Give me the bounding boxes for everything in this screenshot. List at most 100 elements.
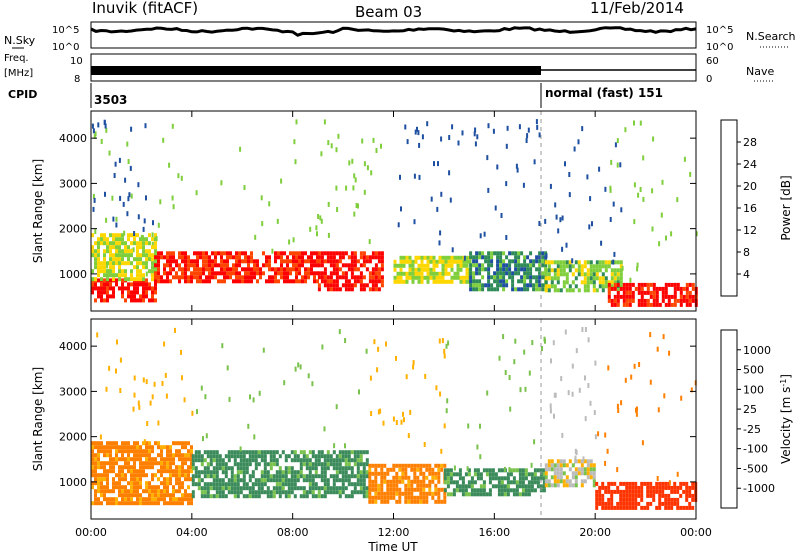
velocity-colorbar-frame [720,329,738,509]
heat-cell [209,450,213,455]
heat-cell [505,143,508,149]
heat-cell [557,228,560,234]
heat-cell [450,255,454,260]
heat-cell [404,463,408,468]
heat-cell [130,489,133,494]
heat-cell [628,497,632,502]
heat-cell [94,298,97,303]
heat-cell [277,251,280,256]
heat-cell [138,404,141,410]
heat-cell [652,493,656,498]
heat-cell [121,453,124,458]
heat-cell [440,191,443,197]
heat-cell [121,237,124,242]
heat-cell [541,283,545,288]
heat-cell [539,468,543,473]
heat-cell [416,499,420,504]
heat-cell [542,488,546,493]
heat-cell [338,458,342,463]
heat-cell [136,277,139,282]
heat-cell [446,468,450,473]
heat-cell [610,280,614,285]
heat-cell [538,263,542,268]
heat-cell [420,275,424,280]
heat-cell [503,484,507,489]
heat-cell [571,475,575,480]
heat-cell [205,263,208,268]
heat-cell [559,471,563,476]
heat-cell [208,275,211,280]
heat-cell [142,249,145,254]
heat-cell [242,478,246,483]
heat-cell [314,462,318,467]
heat-cell [221,486,225,491]
heat-cell [130,477,133,482]
heat-cell [487,271,491,276]
heat-cell [399,267,403,272]
heat-cell [223,251,226,256]
heat-cell [538,287,542,292]
heat-cell [305,458,309,463]
heat-cell [112,501,115,506]
heat-cell [109,265,112,270]
heat-cell [187,449,190,454]
heat-cell [284,458,288,463]
heat-cell [544,260,548,265]
heat-cell [536,476,540,481]
heat-cell [106,441,109,446]
heat-cell [664,501,668,506]
heat-cell [130,457,133,462]
heat-cell [323,474,327,479]
heat-cell [187,453,190,458]
heat-cell [169,501,172,506]
heat-cell [338,478,342,483]
heat-cell [335,263,339,268]
heat-cell [449,492,453,497]
heat-cell [299,486,303,491]
heat-cell [229,255,232,260]
heat-cell [598,485,602,490]
heat-cell [314,454,318,459]
colorbar-tick-label: 20 [743,180,757,193]
heat-cell [511,287,515,292]
heat-cell [248,494,252,499]
heat-cell [108,150,111,156]
heat-cell [574,479,578,484]
heat-cell [194,470,198,475]
heat-cell [175,453,178,458]
heat-cell [389,483,393,488]
heat-cell [169,473,172,478]
heat-cell [595,489,599,494]
heat-cell [432,255,436,260]
heat-cell [326,255,330,260]
heat-cell [172,485,175,490]
colorbar-tick-label: 16 [743,202,757,215]
heat-cell [133,481,136,486]
heat-cell [664,290,668,295]
heat-cell [517,267,521,272]
heat-cell [208,279,211,284]
heat-cell [218,462,222,467]
heat-cell [676,197,679,203]
heat-cell [157,441,160,446]
heat-cell [670,294,674,299]
heat-cell [518,480,522,485]
heat-cell [112,273,115,278]
heat-cell [565,276,569,281]
heat-cell [105,127,108,133]
heat-cell [184,263,187,268]
heat-cell [535,255,539,260]
heat-cell [94,465,97,470]
heat-cell [565,280,569,285]
heat-cell [338,275,342,280]
heat-cell [266,494,270,499]
heat-cell [505,235,508,240]
heat-cell [646,282,650,287]
heat-cell [305,466,309,471]
heat-cell [416,463,420,468]
heat-cell [380,267,384,272]
heat-cell [609,187,612,193]
heat-cell [651,226,654,232]
